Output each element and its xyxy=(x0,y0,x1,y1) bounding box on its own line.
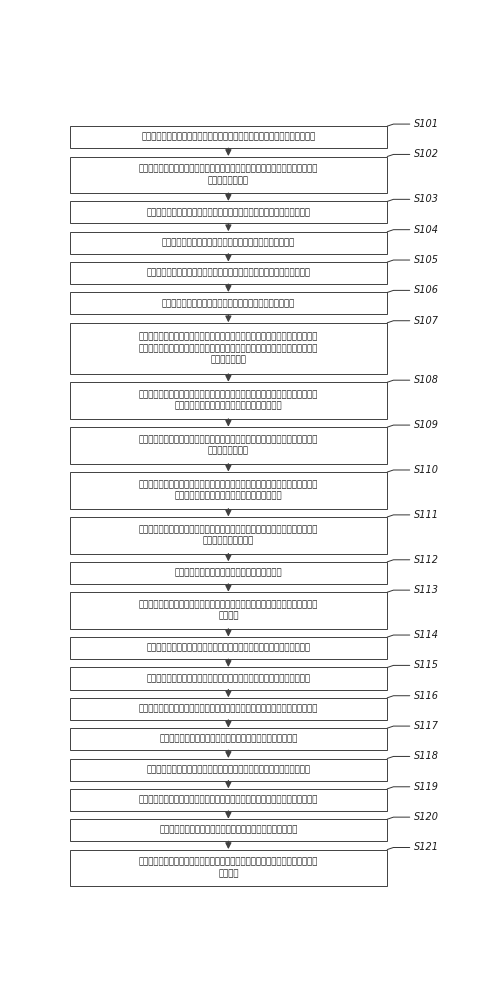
Text: S109: S109 xyxy=(414,420,439,430)
Text: S119: S119 xyxy=(414,782,439,792)
Text: S121: S121 xyxy=(414,842,439,852)
Text: 以所述数字滤波参数对所述实数向量序列进行数字滤波，生成实数向量滤波序列: 以所述数字滤波参数对所述实数向量序列进行数字滤波，生成实数向量滤波序列 xyxy=(139,704,318,713)
Text: S106: S106 xyxy=(414,285,439,295)
Text: 对所述实数向量滤波序列进行积分运算，生成实数向量积分值: 对所述实数向量滤波序列进行积分运算，生成实数向量积分值 xyxy=(159,735,297,744)
Bar xyxy=(70,126,387,148)
Bar xyxy=(70,201,387,223)
Text: 对所述采样数据序列的基波频率进行初测，获得初步基波频率，并以所述初步基
波频率为参考频率: 对所述采样数据序列的基波频率进行初测，获得初步基波频率，并以所述初步基 波频率为… xyxy=(139,165,318,185)
Text: S102: S102 xyxy=(414,149,439,159)
Text: S111: S111 xyxy=(414,510,439,520)
Text: S114: S114 xyxy=(414,630,439,640)
Text: S112: S112 xyxy=(414,555,439,565)
Bar xyxy=(70,759,387,781)
Text: S104: S104 xyxy=(414,225,439,235)
Text: 对所述虚数向量滤波序列进行积分运算，生成虚数向量积分值: 对所述虚数向量滤波序列进行积分运算，生成虚数向量积分值 xyxy=(159,826,297,835)
Text: 根据所述预设的相位转换规则，将所述后段序列实数积分值和所述后段序列虚数
积分值转换为第二相位: 根据所述预设的相位转换规则，将所述后段序列实数积分值和所述后段序列虚数 积分值转… xyxy=(139,525,318,545)
Bar xyxy=(70,850,387,886)
Bar xyxy=(70,232,387,254)
Bar xyxy=(70,323,387,374)
Text: 将所述参考频率的正弦函数与所述采样数据序列相乘，生成虚数向量序列: 将所述参考频率的正弦函数与所述采样数据序列相乘，生成虚数向量序列 xyxy=(146,269,310,278)
Bar xyxy=(70,637,387,659)
Text: 对所述虚数向量序列进行数字滤波，生成虚数向量滤波序列: 对所述虚数向量序列进行数字滤波，生成虚数向量滤波序列 xyxy=(162,299,295,308)
Text: 对所述实数向量序列进行数字滤波，生成实数向量滤波序列: 对所述实数向量序列进行数字滤波，生成实数向量滤波序列 xyxy=(162,238,295,247)
Text: 根据预设时间长度和预设采样频率，对电力信号进行采样，生成采样数据序列: 根据预设时间长度和预设采样频率，对电力信号进行采样，生成采样数据序列 xyxy=(141,133,316,142)
Text: S116: S116 xyxy=(414,691,439,701)
Text: S113: S113 xyxy=(414,585,439,595)
Bar xyxy=(70,427,387,464)
Text: S117: S117 xyxy=(414,721,439,731)
Text: 将所述参考频率的余弦函数与所述采样数据序列相乘，生成实数向量序列: 将所述参考频率的余弦函数与所述采样数据序列相乘，生成实数向量序列 xyxy=(146,674,310,683)
Bar xyxy=(70,157,387,193)
Bar xyxy=(70,592,387,629)
Bar xyxy=(70,382,387,419)
Text: S120: S120 xyxy=(414,812,439,822)
Text: S103: S103 xyxy=(414,194,439,204)
Text: 以所述数字滤波参数对所述虚数向量序列进行数字滤波，生成虚数向量滤波序列: 以所述数字滤波参数对所述虚数向量序列进行数字滤波，生成虚数向量滤波序列 xyxy=(139,795,318,804)
Text: 将所述第二相位减去所述第一相位，生成相位差: 将所述第二相位减去所述第一相位，生成相位差 xyxy=(174,568,282,577)
Bar xyxy=(70,292,387,314)
Text: S105: S105 xyxy=(414,255,439,265)
Text: 分别将所述实数向量滤波序列和所述虚数向量滤波序列等分为两段序列，生成实
数向量滤波前段序列、实数向量滤波后段序列、虚数向量滤波前段序列和虚数向
量滤波后段序列: 分别将所述实数向量滤波序列和所述虚数向量滤波序列等分为两段序列，生成实 数向量滤… xyxy=(139,332,318,364)
Text: 对所述实数向量滤波后段序列和所述虚数向量滤波后段序列分别进行积分运算，
生成后段序列实数积分值和后段序列虚数积分值: 对所述实数向量滤波后段序列和所述虚数向量滤波后段序列分别进行积分运算， 生成后段… xyxy=(139,480,318,501)
Bar xyxy=(70,562,387,584)
Text: 以所述基波频率为参考频率，并获取与所述基波频率对应的数字滤波参数: 以所述基波频率为参考频率，并获取与所述基波频率对应的数字滤波参数 xyxy=(146,644,310,653)
Text: 根据预设的幅值转换规则，将所述实数向量积分值和所述虚数向量积分值转换为
基波幅值: 根据预设的幅值转换规则，将所述实数向量积分值和所述虚数向量积分值转换为 基波幅值 xyxy=(139,858,318,878)
Bar xyxy=(70,517,387,554)
Text: S118: S118 xyxy=(414,751,439,761)
Text: S115: S115 xyxy=(414,660,439,670)
Bar xyxy=(70,698,387,720)
Text: 将所述参考频率的正弦函数与所述采样数据序列相乘，获得虚数向量序列: 将所述参考频率的正弦函数与所述采样数据序列相乘，获得虚数向量序列 xyxy=(146,765,310,774)
Text: 根据预设的频率转换规则，将所述相位差和所述参考频率转换为所述电力信号的
基波频率: 根据预设的频率转换规则，将所述相位差和所述参考频率转换为所述电力信号的 基波频率 xyxy=(139,600,318,621)
Text: S108: S108 xyxy=(414,375,439,385)
Bar xyxy=(70,262,387,284)
Text: 根据预设的相位转换规则，将所述前段序列实数积分值与所述前段序列虚数积分
值转换为第一相位: 根据预设的相位转换规则，将所述前段序列实数积分值与所述前段序列虚数积分 值转换为… xyxy=(139,435,318,456)
Bar xyxy=(70,728,387,750)
Bar xyxy=(70,667,387,690)
Text: 对所述实数向量滤波前段序列和所述虚数向量滤波前段序列分别进行积分运算，
生成前段序列实数积分值和前段序列虚数积分值: 对所述实数向量滤波前段序列和所述虚数向量滤波前段序列分别进行积分运算， 生成前段… xyxy=(139,390,318,411)
Bar xyxy=(70,789,387,811)
Bar xyxy=(70,819,387,841)
Text: S110: S110 xyxy=(414,465,439,475)
Text: 将所述参考频率的余弦函数与所述采样数据序列相乘，生成实数向量序列: 将所述参考频率的余弦函数与所述采样数据序列相乘，生成实数向量序列 xyxy=(146,208,310,217)
Text: S107: S107 xyxy=(414,316,439,326)
Text: S101: S101 xyxy=(414,119,439,129)
Bar xyxy=(70,472,387,509)
